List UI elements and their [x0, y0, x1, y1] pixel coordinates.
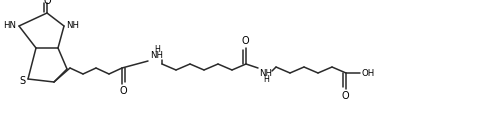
- Text: O: O: [119, 86, 127, 96]
- Text: H: H: [154, 44, 160, 53]
- Text: NH: NH: [259, 69, 273, 77]
- Text: O: O: [43, 0, 51, 6]
- Text: HN: HN: [3, 20, 16, 29]
- Text: O: O: [341, 91, 349, 101]
- Text: O: O: [241, 36, 249, 46]
- Text: NH: NH: [66, 20, 80, 29]
- Text: OH: OH: [361, 69, 375, 77]
- Text: S: S: [19, 76, 25, 86]
- Text: NH: NH: [150, 51, 163, 60]
- Text: H: H: [263, 76, 269, 84]
